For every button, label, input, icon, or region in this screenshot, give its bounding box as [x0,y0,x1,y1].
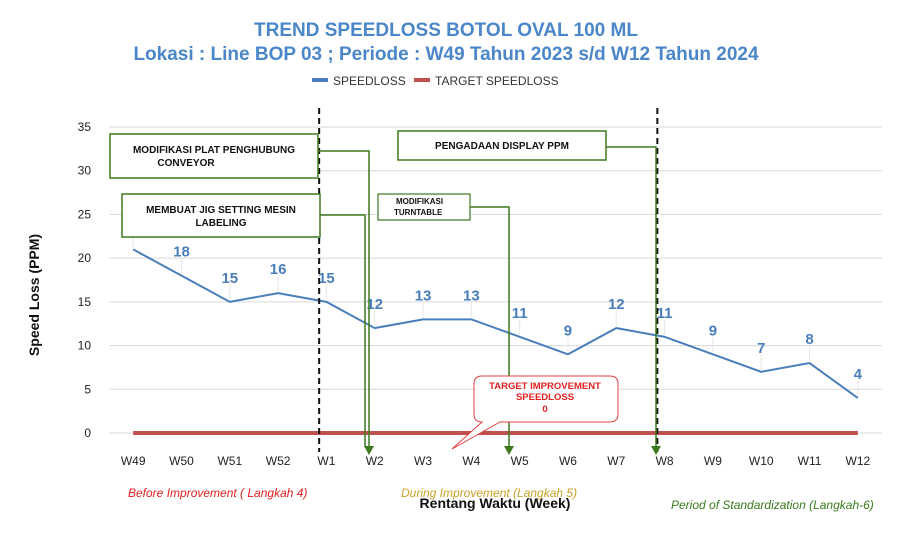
speedloss-series [132,248,859,399]
phase-label-before: Before Improvement ( Langkah 4) [128,486,307,500]
x-tick-label: W52 [266,454,291,468]
target-callout-text: SPEEDLOSS [516,392,574,403]
annotation-display-ppm: PENGADAAN DISPLAY PPM [397,130,661,455]
annotation-connector [320,214,366,447]
y-tick-label: 0 [84,426,91,440]
x-axis-label: Rentang Waktu (Week) [420,495,571,511]
phase-label-during: During Improvement (Langkah 5) [401,486,577,500]
data-label: 9 [709,322,717,339]
data-label: 4 [854,366,863,383]
x-tick-label: W5 [511,454,529,468]
x-tick-label: W3 [414,454,432,468]
legend-label-speedloss: SPEEDLOSS [333,74,406,88]
annotation-text: MEMBUAT JIG SETTING MESIN [146,205,296,216]
y-tick-label: 20 [78,251,92,265]
x-tick-label: W7 [607,454,625,468]
data-label: 7 [757,340,765,357]
x-tick-label: W50 [169,454,194,468]
annotation-box [121,193,321,238]
data-label: 15 [318,270,335,287]
x-tick-label: W1 [317,454,335,468]
annotation-text: TURNTABLE [394,208,443,217]
y-tick-label: 10 [78,339,92,353]
x-tick-label: W9 [704,454,722,468]
y-tick-label: 30 [78,164,92,178]
x-tick-label: W49 [121,454,146,468]
annotation-text: CONVEYOR [157,158,215,169]
annotation-plat-conveyor: MODIFIKASI PLAT PENGHUBUNG CONVEYOR [109,133,374,455]
annotation-turntable: MODIFIKASI TURNTABLE [377,193,514,455]
phase-dividers [318,108,659,452]
annotation-arrow-head [364,446,374,455]
annotation-box [397,130,607,161]
legend: SPEEDLOSS TARGET SPEEDLOSS [312,74,559,88]
target-callout-bubble [451,375,619,450]
data-label: 12 [366,296,383,313]
x-tick-label: W6 [559,454,577,468]
x-tick-labels: W49 W50 W51 W52 W1 W2 W3 W4 W5 W6 W7 W8 W9 W10 W11 W12 [121,454,871,468]
x-tick-label: W4 [462,454,480,468]
phase-label-standardization: Period of Standardization (Langkah-6) [671,498,874,512]
annotation-text: LABELING [195,218,246,229]
legend-swatch-target [414,78,430,82]
y-tick-label: 25 [78,207,92,221]
annotation-connector [318,150,370,447]
speedloss-series-line [132,248,859,399]
data-label: 15 [221,270,238,287]
annotation-arrow-head [504,446,514,455]
target-callout: TARGET IMPROVEMENT SPEEDLOSS 0 [451,375,619,450]
x-tick-label: W51 [217,454,242,468]
data-label: 12 [608,296,625,313]
annotation-box [377,193,471,221]
annotation-box [109,133,319,179]
target-callout-text: TARGET IMPROVEMENT [489,381,601,392]
x-tick-label: W10 [749,454,774,468]
y-tick-labels: 0 5 10 15 20 25 30 35 [78,120,92,440]
annotation-text: MODIFIKASI [396,197,443,206]
x-tick-label: W11 [798,454,822,468]
target-callout-text: 0 [542,404,547,415]
data-label: 11 [657,305,673,322]
data-label: 8 [805,331,813,348]
data-label: 13 [415,287,432,304]
legend-swatch-speedloss [312,78,328,82]
data-label: 9 [564,322,572,339]
y-axis-label: Speed Loss (PPM) [26,234,42,356]
annotation-connector [606,146,657,447]
annotation-text: PENGADAAN DISPLAY PPM [435,141,569,152]
chart-subtitle: Lokasi : Line BOP 03 ; Periode : W49 Tah… [133,44,759,65]
y-tick-label: 5 [84,382,91,396]
annotation-text: MODIFIKASI PLAT PENGHUBUNG [133,145,295,156]
data-label: 13 [463,287,480,304]
annotation-jig-labeling: MEMBUAT JIG SETTING MESIN LABELING [121,193,366,447]
data-label: 16 [270,261,287,278]
y-tick-label: 35 [78,120,92,134]
x-tick-label: W2 [366,454,384,468]
data-label: 11 [512,305,528,322]
y-tick-label: 15 [78,295,92,309]
annotation-connector [470,206,510,447]
chart-title: TREND SPEEDLOSS BOTOL OVAL 100 ML [254,20,638,41]
x-tick-label: W12 [846,454,871,468]
annotation-arrow-head [651,446,661,455]
x-tick-label: W8 [656,454,674,468]
legend-label-target: TARGET SPEEDLOSS [435,74,559,88]
data-label: 18 [173,244,190,261]
